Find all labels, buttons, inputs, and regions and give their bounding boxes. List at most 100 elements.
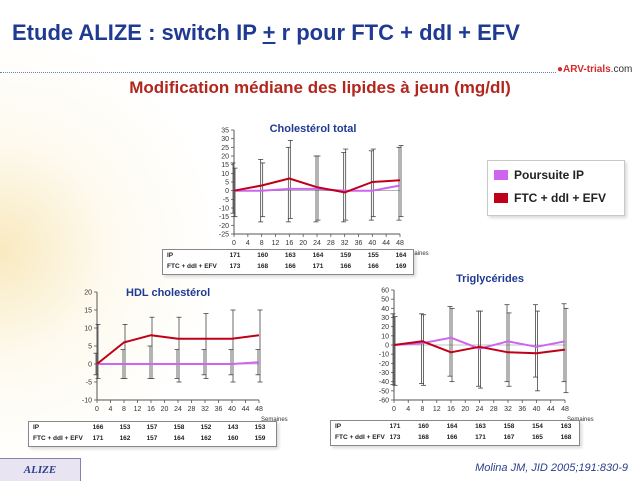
table-cell: 162 bbox=[119, 435, 131, 442]
table-cholesterol: IP 171 160 163 164 159 155 164 FTC + ddI + EFV 17… bbox=[162, 249, 414, 275]
table-row-label: IP bbox=[167, 252, 174, 259]
table-cell: 160 bbox=[418, 423, 429, 430]
slide-subtitle: Modification médiane des lipides à jeun … bbox=[129, 78, 511, 97]
y-tick-label-chol: 30 bbox=[221, 136, 229, 143]
x-tick-label-hdl: 24 bbox=[174, 406, 182, 413]
x-tick-label-tg: 20 bbox=[461, 406, 469, 413]
y-tick-label-tg: 20 bbox=[381, 324, 389, 331]
table-cell: 171 bbox=[229, 252, 241, 259]
y-tick-label-hdl: 5 bbox=[88, 344, 92, 351]
table-cell: 171 bbox=[389, 423, 401, 430]
table-cell: 164 bbox=[312, 252, 324, 259]
legend-swatch-ip bbox=[494, 170, 508, 180]
table-cell: 164 bbox=[173, 435, 185, 442]
chart-chol: Cholestérol total35302520151050-5-10-15-… bbox=[219, 123, 429, 257]
table-cell: 154 bbox=[532, 423, 543, 430]
y-tick-label-hdl: -5 bbox=[86, 380, 92, 387]
legend-item-ftc: FTC + ddI + EFV bbox=[494, 190, 606, 206]
x-tick-label-chol: 8 bbox=[260, 240, 264, 247]
table-cell: 166 bbox=[446, 434, 458, 441]
table-hdl: IP 166 153 157 158 152 143 153 FTC + ddI + EFV 17… bbox=[28, 421, 277, 447]
table-cell: 163 bbox=[284, 252, 296, 259]
y-tick-label-tg: 50 bbox=[381, 297, 389, 304]
y-tick-label-chol: 25 bbox=[221, 145, 229, 152]
series-line-tg-ip bbox=[393, 336, 566, 350]
y-tick-label-tg: -60 bbox=[379, 398, 389, 405]
table-row-label: FTC + ddI + EFV bbox=[33, 435, 83, 442]
table-cell: 163 bbox=[475, 423, 486, 430]
table-cell: 157 bbox=[146, 435, 158, 442]
x-tick-label-tg: 32 bbox=[504, 406, 512, 413]
y-tick-label-tg: -40 bbox=[379, 379, 389, 386]
table-cell: 152 bbox=[200, 424, 212, 431]
table-cell: 165 bbox=[532, 434, 543, 441]
table-cell: 171 bbox=[312, 263, 324, 270]
table-cell: 160 bbox=[227, 435, 239, 442]
y-tick-label-chol: 20 bbox=[221, 154, 229, 161]
y-tick-label-hdl: 20 bbox=[84, 290, 92, 297]
x-tick-label-chol: 44 bbox=[382, 240, 390, 247]
table-cell: 164 bbox=[446, 423, 458, 430]
x-tick-label-hdl: 8 bbox=[122, 406, 126, 413]
y-tick-label-hdl: 0 bbox=[88, 362, 92, 369]
table-row: FTC + ddI + EFV 171 162 157 164 162 160 159 bbox=[29, 435, 276, 445]
chart-title-hdl: HDL cholestérol bbox=[126, 287, 210, 299]
table-cell: 168 bbox=[257, 263, 269, 270]
table-cell: 153 bbox=[254, 424, 266, 431]
table-row-label: FTC + ddI + EFV bbox=[335, 434, 385, 441]
chart-title-chol: Cholestérol total bbox=[270, 123, 357, 135]
table-cell: 158 bbox=[503, 423, 515, 430]
x-tick-label-tg: 24 bbox=[476, 406, 484, 413]
x-tick-label-chol: 20 bbox=[299, 240, 307, 247]
x-tick-label-tg: 44 bbox=[547, 406, 555, 413]
x-tick-label-tg: 28 bbox=[490, 406, 498, 413]
x-tick-label-chol: 12 bbox=[272, 240, 280, 247]
table-row-label: FTC + ddI + EFV bbox=[167, 263, 217, 270]
legend-swatch-ftc bbox=[494, 193, 508, 203]
table-cell: 159 bbox=[340, 252, 352, 259]
x-tick-label-tg: 16 bbox=[447, 406, 455, 413]
x-tick-label-chol: 40 bbox=[368, 240, 376, 247]
x-tick-label-tg: 0 bbox=[392, 406, 396, 413]
y-tick-label-tg: -30 bbox=[379, 370, 389, 377]
series-line-tg-ftc bbox=[393, 340, 566, 355]
y-tick-label-chol: -5 bbox=[223, 197, 229, 204]
x-tick-label-tg: 48 bbox=[561, 406, 569, 413]
y-tick-label-chol: -10 bbox=[219, 206, 229, 213]
y-tick-label-chol: 0 bbox=[225, 188, 229, 195]
x-axis-label-hdl: Semaines bbox=[261, 417, 288, 423]
x-tick-label-hdl: 0 bbox=[95, 406, 99, 413]
x-tick-label-tg: 36 bbox=[518, 406, 526, 413]
legend-label-ftc: FTC + ddI + EFV bbox=[514, 191, 607, 205]
x-tick-label-tg: 4 bbox=[406, 406, 410, 413]
y-tick-label-chol: 5 bbox=[225, 180, 229, 187]
table-cell: 160 bbox=[257, 252, 269, 259]
x-axis-label-chol: Semaines bbox=[402, 251, 429, 257]
x-tick-label-chol: 0 bbox=[232, 240, 236, 247]
x-tick-label-hdl: 28 bbox=[188, 406, 196, 413]
series-line-chol-ip bbox=[234, 184, 401, 192]
table-cell: 167 bbox=[503, 434, 515, 441]
arv-trials-logo: ●ARV-trials.com bbox=[557, 64, 633, 75]
x-tick-label-hdl: 40 bbox=[228, 406, 236, 413]
y-tick-label-tg: -10 bbox=[379, 352, 389, 359]
table-row-label: IP bbox=[335, 423, 342, 430]
table-cell: 173 bbox=[389, 434, 401, 441]
table-cell: 166 bbox=[340, 263, 352, 270]
x-tick-label-chol: 32 bbox=[341, 240, 349, 247]
x-tick-label-chol: 16 bbox=[285, 240, 293, 247]
table-cell: 157 bbox=[146, 424, 158, 431]
x-tick-label-hdl: 36 bbox=[215, 406, 223, 413]
y-tick-label-tg: -20 bbox=[379, 361, 389, 368]
title-divider bbox=[0, 72, 556, 73]
legend-label-ip: Poursuite IP bbox=[514, 168, 585, 182]
table-cell: 166 bbox=[92, 424, 104, 431]
y-tick-label-hdl: 15 bbox=[84, 308, 92, 315]
table-cell: 162 bbox=[200, 435, 212, 442]
x-tick-label-tg: 8 bbox=[421, 406, 425, 413]
table-cell: 166 bbox=[284, 263, 296, 270]
x-tick-label-hdl: 48 bbox=[255, 406, 263, 413]
series-line-chol-ftc bbox=[233, 177, 401, 194]
table-row-label: IP bbox=[33, 424, 40, 431]
y-tick-label-chol: -20 bbox=[219, 223, 229, 230]
